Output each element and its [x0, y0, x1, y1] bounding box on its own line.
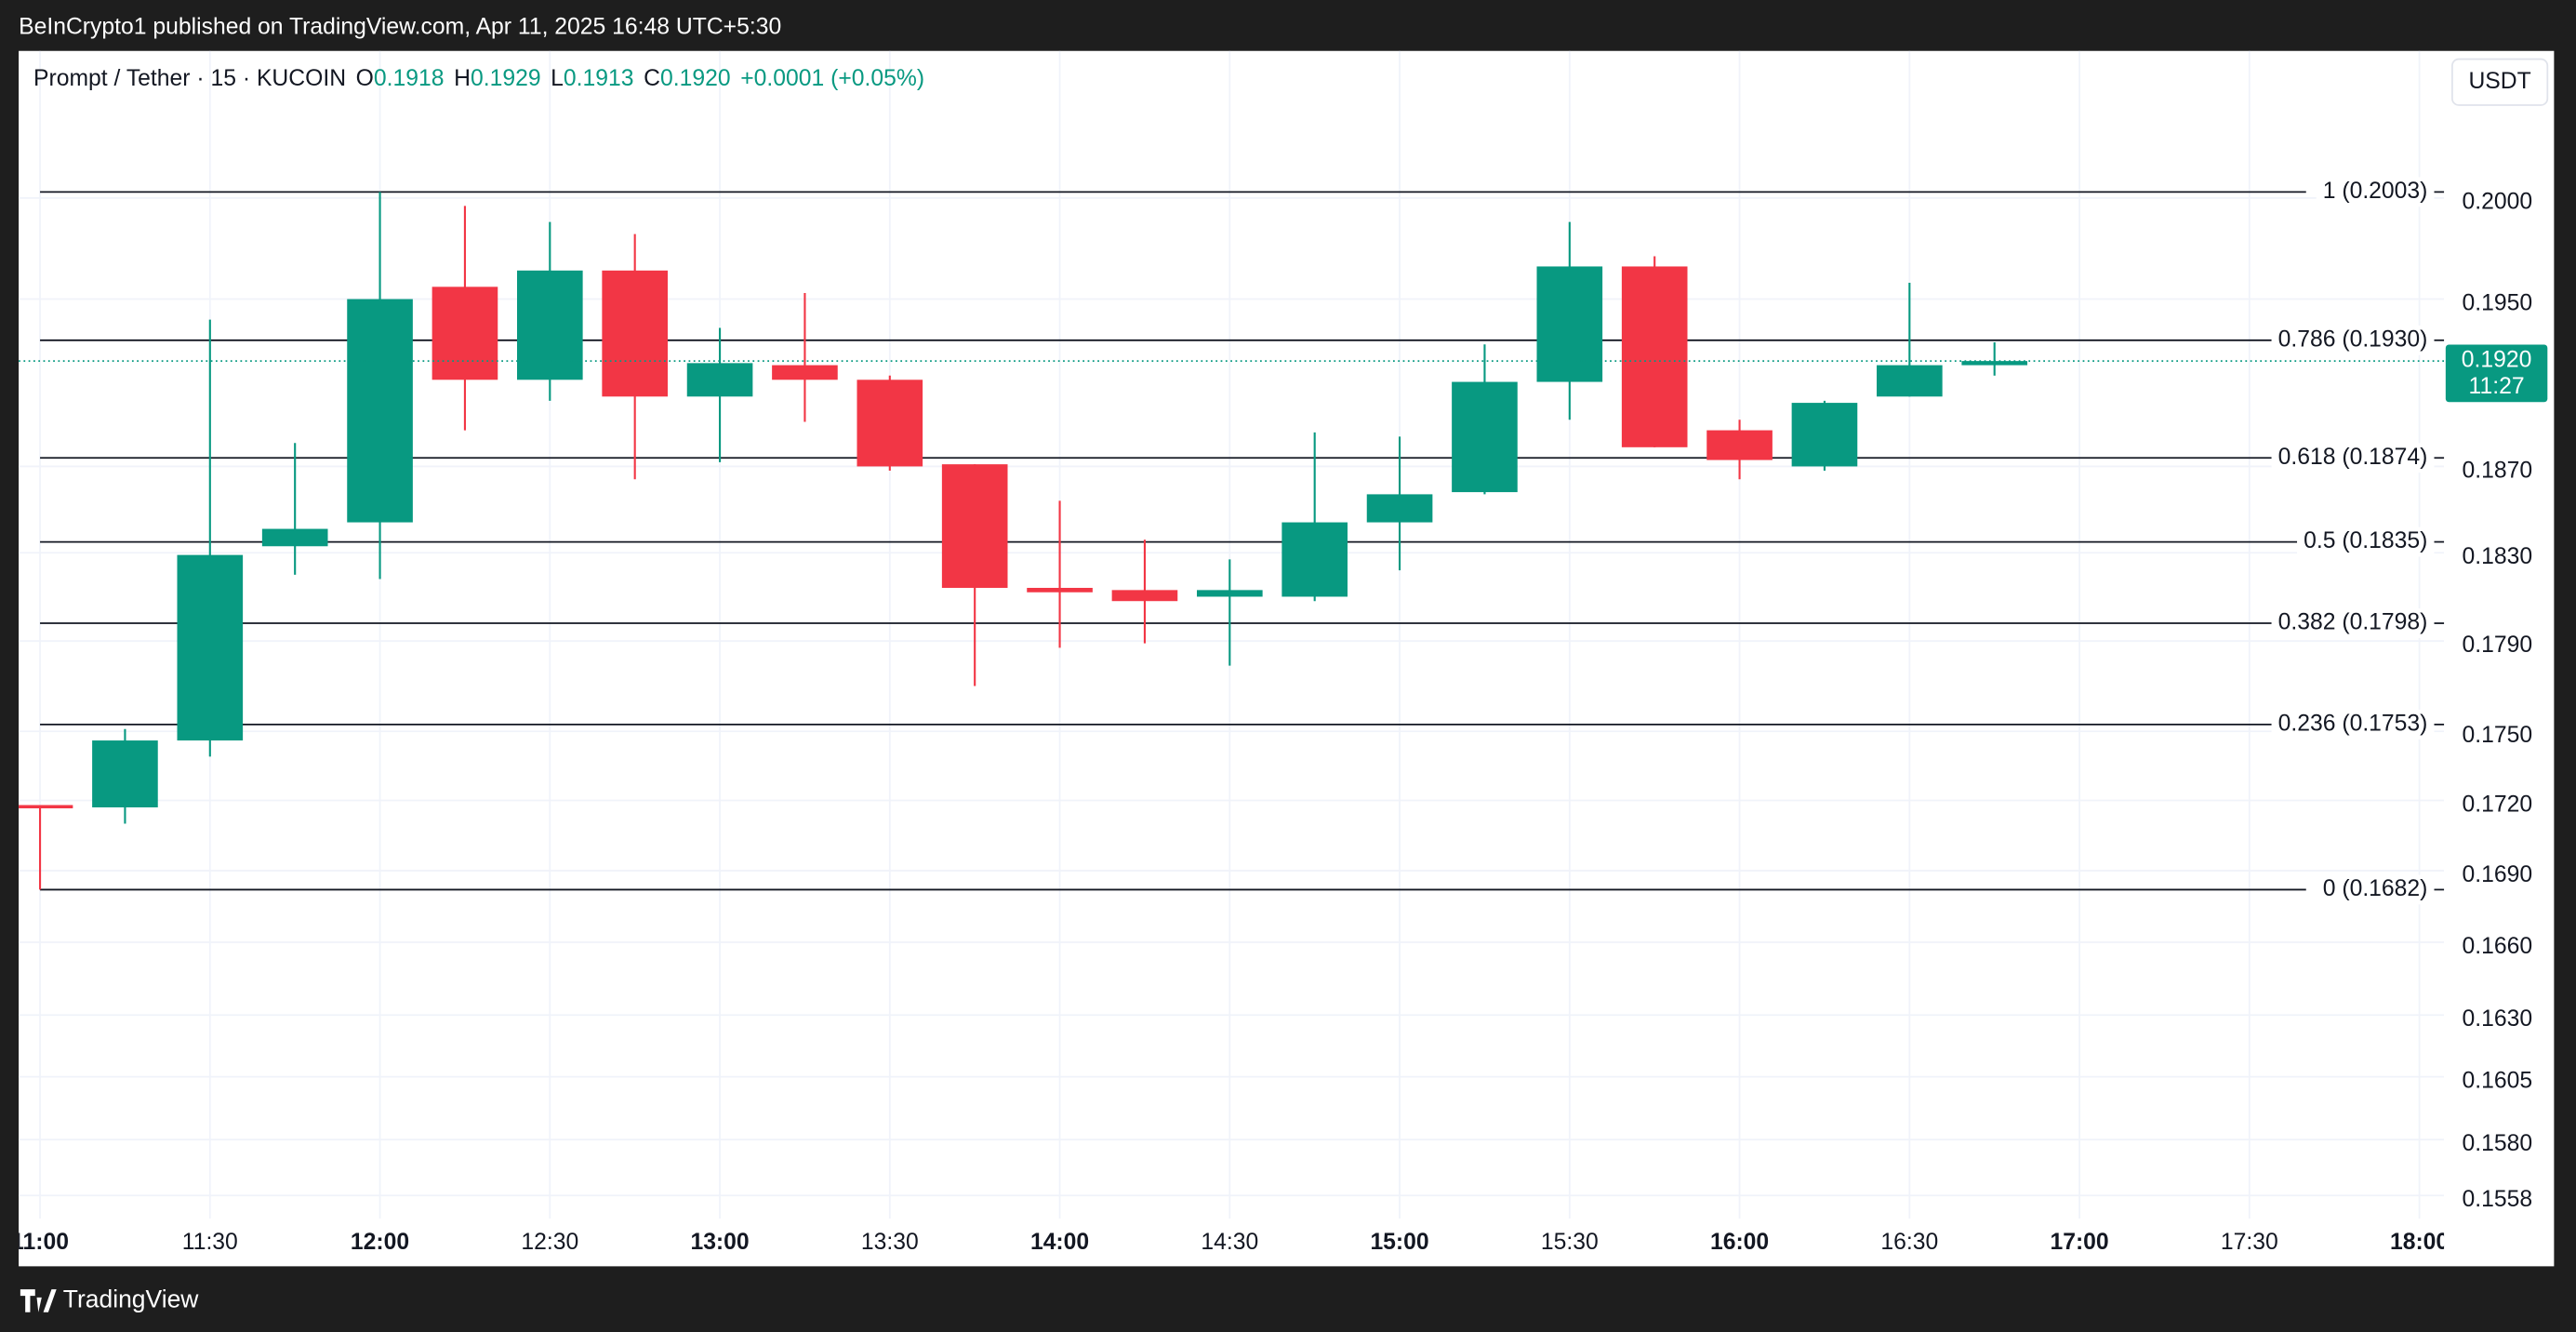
fib-label-bg	[2271, 608, 2435, 638]
x-tick-label: 15:00	[1370, 1230, 1428, 1255]
y-tick-label: 0.1790	[2462, 633, 2532, 658]
y-tick-label: 0.1950	[2462, 290, 2532, 315]
candle-body	[772, 365, 838, 380]
price-label: 0.1920	[2462, 348, 2532, 373]
fib-label: 0.236 (0.1753)	[2278, 711, 2428, 736]
change-value: +0.0001 (+0.05%)	[740, 65, 924, 90]
chart-area	[19, 50, 2555, 1267]
fib-label: 0.382 (0.1798)	[2278, 610, 2428, 635]
fib-label-bg	[2316, 177, 2435, 207]
x-tick-label: 15:30	[1541, 1230, 1599, 1255]
candle-body	[1281, 522, 1348, 597]
y-tick-label: 0.1558	[2462, 1187, 2532, 1212]
candle-body	[1621, 266, 1688, 447]
countdown-label: 11:27	[2469, 374, 2525, 399]
x-tick-label: 18:00	[2390, 1230, 2449, 1255]
l-label: L	[551, 65, 564, 90]
open-value: 0.1918	[374, 65, 445, 90]
y-tick-label: 0.1720	[2462, 792, 2532, 817]
y-tick-label: 0.1605	[2462, 1068, 2532, 1093]
candle-body	[686, 363, 753, 397]
x-tick-label: 16:00	[1710, 1230, 1769, 1255]
candle-body	[941, 464, 1008, 588]
y-tick-label: 0.1630	[2462, 1006, 2532, 1032]
fib-label-bg	[2271, 325, 2435, 355]
candle-body	[1961, 361, 2028, 366]
candle-body	[516, 270, 583, 380]
x-tick-label: 11:30	[182, 1230, 238, 1255]
close-value: 0.1920	[660, 65, 731, 90]
price-label-bg	[2445, 344, 2548, 403]
candle-body	[1111, 590, 1178, 602]
x-tick-label: 17:30	[2221, 1230, 2278, 1255]
x-tick-label: 13:00	[690, 1230, 749, 1255]
currency[interactable]: USDT	[2468, 69, 2530, 94]
candle-body	[19, 805, 73, 809]
y-tick-label: 0.1870	[2462, 458, 2532, 483]
legend-header: Prompt / Tether · 15 · KUCOIN O0.1918 H0.1…	[33, 65, 924, 90]
candle-body	[1197, 590, 1263, 597]
candle-body	[347, 299, 413, 523]
x-tick-label: 12:00	[351, 1230, 409, 1255]
candle-body	[177, 554, 244, 741]
fib-label-bg	[2271, 709, 2435, 739]
candle-body	[432, 286, 498, 380]
x-tick-label: 17:00	[2050, 1230, 2108, 1255]
o-label: O	[356, 65, 374, 90]
x-tick-label: 12:30	[521, 1230, 578, 1255]
candle-body	[92, 740, 158, 807]
x-tick-label: 14:00	[1030, 1230, 1089, 1255]
y-tick-label: 0.1750	[2462, 723, 2532, 748]
fib-label-bg	[2271, 443, 2435, 473]
y-tick-label: 0.1580	[2462, 1131, 2532, 1156]
y-tick-label: 0.1660	[2462, 934, 2532, 959]
candle-body	[1877, 365, 1943, 397]
x-tick-label: 11:00	[11, 1230, 69, 1255]
symbol: Prompt / Tether · 15 · KUCOIN	[33, 65, 346, 90]
candle-body	[1706, 430, 1773, 460]
brand-logo	[20, 1289, 57, 1312]
fib-label: 0 (0.1682)	[2323, 876, 2428, 901]
brand-name: TradingView	[63, 1285, 200, 1312]
candle-body	[1536, 266, 1603, 382]
candle-body	[856, 380, 923, 467]
fib-label-bg	[2316, 874, 2435, 905]
x-tick-label: 13:30	[861, 1230, 919, 1255]
published: BeInCrypto1 published on TradingView.com…	[19, 15, 781, 40]
candle-body	[261, 528, 328, 547]
currency-button[interactable]	[2451, 58, 2549, 106]
x-tick-label: 16:30	[1880, 1230, 1938, 1255]
fib-label: 0.786 (0.1930)	[2278, 326, 2428, 352]
y-tick-label: 0.1830	[2462, 544, 2532, 569]
x-tick-label: 14:30	[1201, 1230, 1258, 1255]
candle-body	[1366, 494, 1433, 523]
y-tick-label: 0.1690	[2462, 862, 2532, 887]
candle-body	[602, 270, 668, 397]
c-label: C	[644, 65, 660, 90]
fib-label: 0.5 (0.1835)	[2304, 528, 2427, 553]
fib-label-bg	[2297, 526, 2435, 557]
brand: TradingView	[20, 1285, 199, 1312]
low-value: 0.1913	[564, 65, 634, 90]
candle-body	[1027, 587, 1093, 593]
fib-label: 0.618 (0.1874)	[2278, 445, 2428, 470]
candle-body	[1452, 381, 1518, 493]
y-tick-label: 0.2000	[2462, 190, 2532, 215]
high-value: 0.1929	[471, 65, 541, 90]
candle-body	[1791, 403, 1858, 467]
fib-label: 1 (0.2003)	[2323, 179, 2428, 204]
h-label: H	[454, 65, 471, 90]
